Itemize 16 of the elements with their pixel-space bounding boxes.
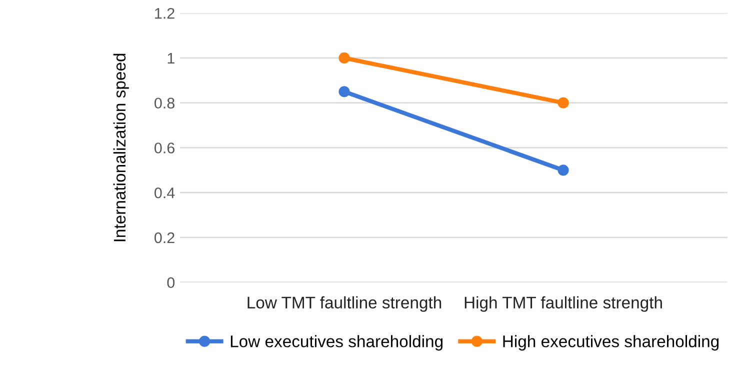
x-tick-label: High TMT faultline strength — [464, 296, 662, 312]
y-axis-title: Internationalization speed — [113, 54, 129, 242]
point — [338, 52, 350, 64]
y-tick-label: 0.6 — [154, 142, 174, 154]
y-tick-label: 0.4 — [154, 187, 175, 198]
point — [558, 164, 569, 176]
y-tick-label: 0.2 — [154, 232, 174, 244]
point — [558, 97, 569, 108]
y-tick-label: 1 — [168, 52, 174, 64]
x-tick-label: Low TMT faultline strength — [248, 296, 442, 312]
y-tick-label: 0.8 — [154, 98, 174, 109]
legend-label: High executives shareholding — [503, 335, 719, 351]
y-tick-label: 0 — [167, 277, 175, 288]
point — [338, 86, 350, 98]
y-tick-label: 1.2 — [155, 8, 174, 19]
legend-label: Low executives shareholding — [230, 335, 443, 351]
